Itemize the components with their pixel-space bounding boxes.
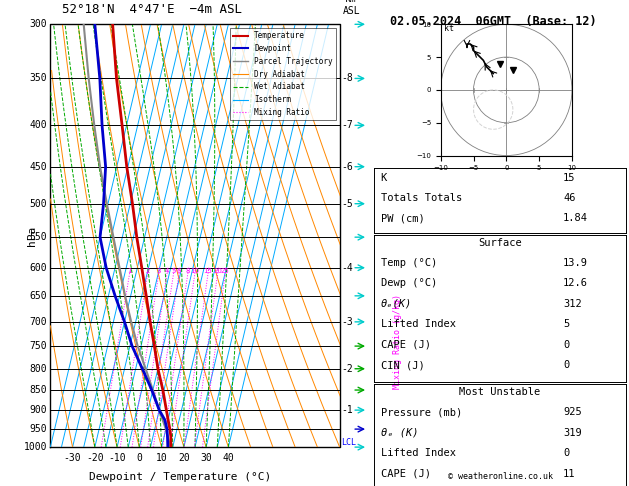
Text: 25: 25 bbox=[221, 267, 230, 274]
Text: 20: 20 bbox=[213, 267, 222, 274]
Text: 350: 350 bbox=[30, 73, 47, 84]
Text: 15: 15 bbox=[204, 267, 213, 274]
Text: 10: 10 bbox=[191, 267, 199, 274]
Text: 925: 925 bbox=[563, 407, 582, 417]
Legend: Temperature, Dewpoint, Parcel Trajectory, Dry Adiabat, Wet Adiabat, Isotherm, Mi: Temperature, Dewpoint, Parcel Trajectory… bbox=[230, 28, 336, 120]
Text: 13.9: 13.9 bbox=[563, 258, 588, 268]
Text: -30: -30 bbox=[64, 453, 81, 464]
Text: 300: 300 bbox=[30, 19, 47, 29]
Text: -2: -2 bbox=[341, 364, 353, 374]
Text: km
ASL: km ASL bbox=[342, 0, 360, 16]
Text: 52°18'N  4°47'E  −4m ASL: 52°18'N 4°47'E −4m ASL bbox=[62, 3, 242, 16]
Text: 500: 500 bbox=[30, 199, 47, 208]
Text: LCL: LCL bbox=[341, 438, 356, 448]
Text: Totals Totals: Totals Totals bbox=[381, 193, 462, 203]
Text: 30: 30 bbox=[200, 453, 212, 464]
Text: 600: 600 bbox=[30, 263, 47, 273]
Text: 4: 4 bbox=[165, 267, 169, 274]
Text: 1: 1 bbox=[127, 267, 132, 274]
Text: 450: 450 bbox=[30, 162, 47, 172]
Text: 312: 312 bbox=[563, 299, 582, 309]
Text: 750: 750 bbox=[30, 341, 47, 351]
Text: 12.6: 12.6 bbox=[563, 278, 588, 289]
Text: 319: 319 bbox=[563, 428, 582, 438]
Text: kt: kt bbox=[444, 24, 454, 33]
Text: 02.05.2024  06GMT  (Base: 12): 02.05.2024 06GMT (Base: 12) bbox=[390, 15, 596, 28]
Text: 5: 5 bbox=[171, 267, 175, 274]
Text: -8: -8 bbox=[341, 73, 353, 84]
Text: 1000: 1000 bbox=[24, 442, 47, 452]
Text: 6: 6 bbox=[177, 267, 181, 274]
Text: 40: 40 bbox=[223, 453, 234, 464]
Text: 3: 3 bbox=[157, 267, 161, 274]
Text: 550: 550 bbox=[30, 232, 47, 242]
Text: 0: 0 bbox=[563, 448, 569, 458]
Text: 8: 8 bbox=[186, 267, 190, 274]
Text: 5: 5 bbox=[563, 319, 569, 330]
Text: Surface: Surface bbox=[478, 238, 522, 248]
Text: © weatheronline.co.uk: © weatheronline.co.uk bbox=[448, 472, 552, 481]
Text: 0: 0 bbox=[563, 360, 569, 370]
Text: 46: 46 bbox=[563, 193, 576, 203]
Text: 400: 400 bbox=[30, 121, 47, 130]
Text: Dewpoint / Temperature (°C): Dewpoint / Temperature (°C) bbox=[89, 472, 272, 483]
Text: CIN (J): CIN (J) bbox=[381, 360, 425, 370]
Text: 2: 2 bbox=[145, 267, 150, 274]
Text: 850: 850 bbox=[30, 385, 47, 395]
Text: 800: 800 bbox=[30, 364, 47, 374]
Text: PW (cm): PW (cm) bbox=[381, 213, 425, 224]
Text: hPa: hPa bbox=[26, 226, 36, 246]
Text: Dewp (°C): Dewp (°C) bbox=[381, 278, 437, 289]
Text: 650: 650 bbox=[30, 291, 47, 301]
Text: 700: 700 bbox=[30, 317, 47, 327]
Text: Pressure (mb): Pressure (mb) bbox=[381, 407, 462, 417]
Text: CAPE (J): CAPE (J) bbox=[381, 340, 430, 350]
Text: 0: 0 bbox=[136, 453, 142, 464]
Text: θₑ (K): θₑ (K) bbox=[381, 428, 418, 438]
Text: -4: -4 bbox=[341, 263, 353, 273]
Text: -20: -20 bbox=[86, 453, 104, 464]
Text: -5: -5 bbox=[341, 199, 353, 208]
Text: -1: -1 bbox=[341, 405, 353, 415]
Text: K: K bbox=[381, 173, 387, 183]
Text: Mixing Ratio (g/kg): Mixing Ratio (g/kg) bbox=[393, 294, 402, 389]
Text: Lifted Index: Lifted Index bbox=[381, 448, 455, 458]
Text: 20: 20 bbox=[178, 453, 190, 464]
Text: θₑ(K): θₑ(K) bbox=[381, 299, 412, 309]
Text: 1.84: 1.84 bbox=[563, 213, 588, 224]
Text: Lifted Index: Lifted Index bbox=[381, 319, 455, 330]
Text: 15: 15 bbox=[563, 173, 576, 183]
Text: Most Unstable: Most Unstable bbox=[459, 387, 541, 397]
Text: 11: 11 bbox=[563, 469, 576, 479]
Text: Temp (°C): Temp (°C) bbox=[381, 258, 437, 268]
Text: 900: 900 bbox=[30, 405, 47, 415]
Text: -10: -10 bbox=[108, 453, 126, 464]
Text: 10: 10 bbox=[156, 453, 167, 464]
Text: 950: 950 bbox=[30, 424, 47, 434]
Text: -6: -6 bbox=[341, 162, 353, 172]
Text: -3: -3 bbox=[341, 317, 353, 327]
Text: 0: 0 bbox=[563, 340, 569, 350]
Text: CAPE (J): CAPE (J) bbox=[381, 469, 430, 479]
Text: -7: -7 bbox=[341, 121, 353, 130]
